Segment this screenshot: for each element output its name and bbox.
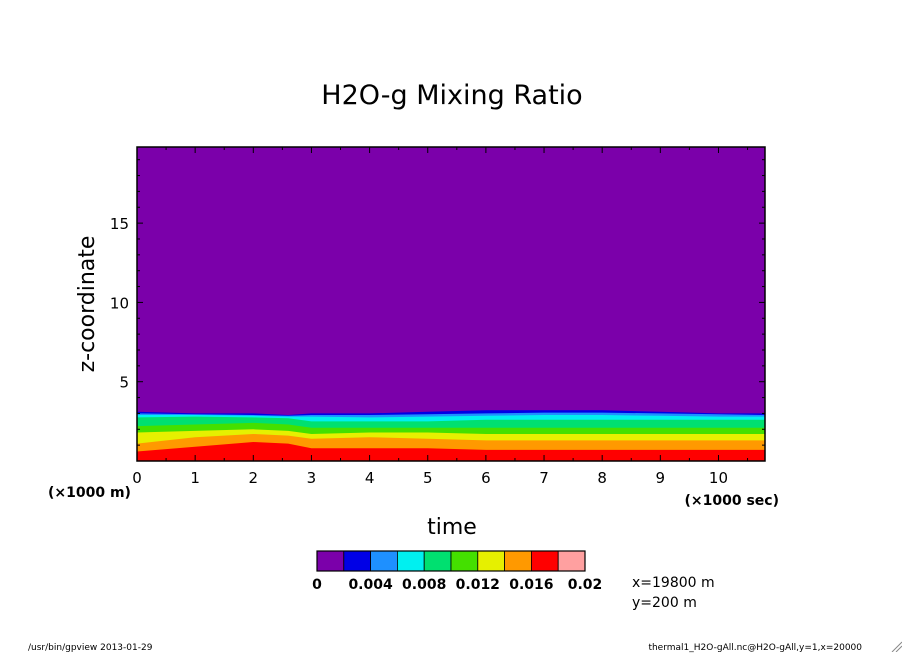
colorbar-tick-label: 0.016	[509, 577, 553, 593]
x-unit-label: (×1000 sec)	[685, 493, 780, 509]
colorbar-cell	[504, 550, 532, 572]
x-axis-ticks	[136, 147, 749, 461]
x-tick-label: 5	[423, 469, 433, 487]
y-tick-label: 10	[110, 294, 129, 312]
x-tick-label: 9	[656, 469, 666, 487]
colorbar-cell	[557, 550, 586, 572]
annotation-x: x=19800 m	[632, 575, 715, 591]
contour-fills	[137, 410, 765, 461]
colorbar-cell	[423, 550, 452, 572]
x-tick-label: 4	[365, 469, 375, 487]
y-axis-tick-labels: 5 10 15	[110, 215, 129, 392]
y-tick-label: 15	[110, 215, 129, 233]
y-axis-label: z-coordinate	[75, 236, 100, 373]
plot-frame	[136, 146, 766, 462]
annotation-y: y=200 m	[632, 595, 697, 611]
x-tick-label: 1	[190, 469, 200, 487]
colorbar-tick-label: 0.008	[402, 577, 446, 593]
colorbar-cell	[396, 550, 425, 572]
footer-left: /usr/bin/gpview 2013-01-29	[28, 643, 153, 653]
colorbar-cell	[316, 550, 345, 572]
x-tick-label: 2	[249, 469, 259, 487]
colorbar-cells	[316, 550, 586, 572]
colorbar-tick-label: 0	[312, 577, 322, 593]
colorbar-cell	[343, 550, 371, 572]
resize-grip-icon[interactable]	[890, 640, 902, 652]
x-tick-label: 0	[132, 469, 142, 487]
plot-background	[137, 147, 765, 461]
colorbar-cell	[370, 550, 398, 572]
x-tick-label: 8	[597, 469, 607, 487]
chart-title: H2O-g Mixing Ratio	[321, 80, 582, 111]
plot-area: 0 1 2 3 4 5 6 7 8 9 10 5 10 15	[110, 146, 766, 487]
colorbar-cell	[531, 550, 559, 572]
x-tick-label: 7	[539, 469, 549, 487]
x-tick-label: 3	[307, 469, 317, 487]
contour-band-7	[137, 442, 765, 461]
y-tick-label: 5	[119, 374, 129, 392]
y-axis-ticks	[137, 159, 765, 446]
colorbar: 0 0.004 0.008 0.012 0.016 0.02	[312, 550, 602, 593]
x-tick-label: 6	[481, 469, 491, 487]
colorbar-tick-label: 0.012	[456, 577, 500, 593]
colorbar-frame	[316, 550, 586, 572]
colorbar-tick-label: 0.02	[568, 577, 603, 593]
x-tick-label: 10	[709, 469, 728, 487]
colorbar-cell	[450, 550, 479, 572]
colorbar-tick-label: 0.004	[348, 577, 393, 593]
y-unit-label: (×1000 m)	[48, 485, 131, 501]
x-axis-tick-labels: 0 1 2 3 4 5 6 7 8 9 10	[132, 469, 728, 487]
colorbar-tick-labels: 0 0.004 0.008 0.012 0.016 0.02	[312, 577, 602, 593]
footer-right: thermal1_H2O-gAll.nc@H2O-gAll,y=1,x=2000…	[648, 643, 862, 653]
colorbar-cell	[477, 550, 505, 572]
x-axis-label: time	[427, 515, 477, 540]
